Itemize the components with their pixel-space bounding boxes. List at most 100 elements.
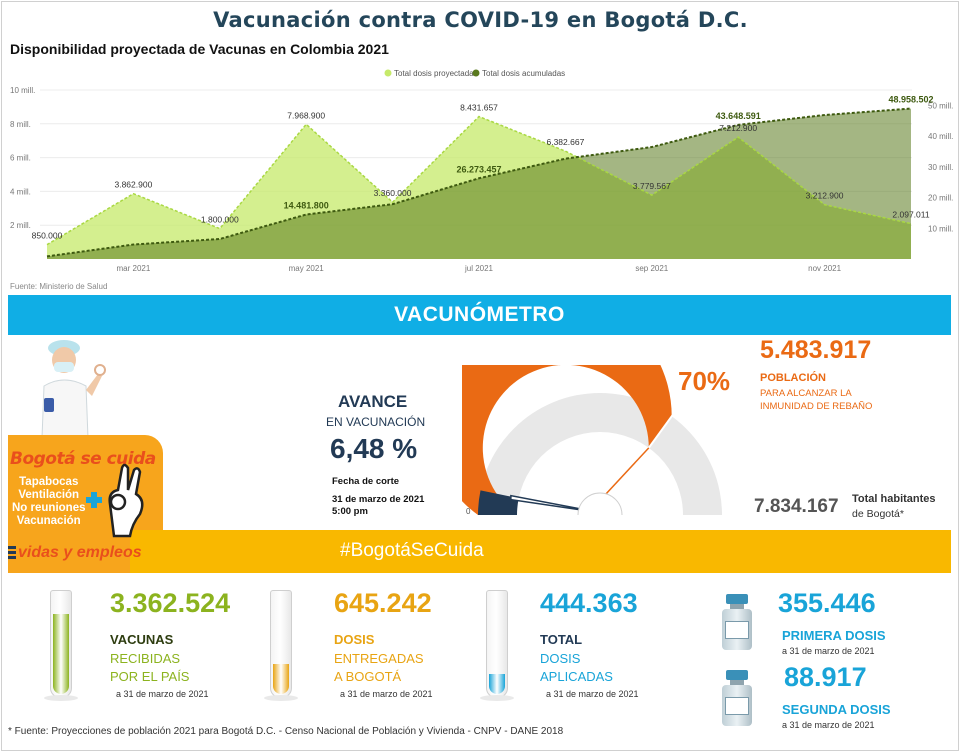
cutoff-date-value: 31 de marzo de 2021 (332, 494, 425, 505)
hashtag: #BogotáSeCuida (340, 540, 484, 561)
projected-data-label: 3.212.900 (806, 191, 844, 201)
chart-source: Fuente: Ministerio de Salud (10, 282, 108, 291)
vacunometro-banner: VACUNÓMETRO (8, 295, 951, 335)
projected-data-label: 3.360.000 (374, 188, 412, 198)
cutoff-date: Fecha de corte 31 de marzo de 2021 5:00 … (332, 476, 424, 518)
level-tube (270, 590, 292, 698)
projected-data-label: 3.862.900 (114, 180, 152, 190)
cumulative-data-label: 14.481.800 (284, 201, 329, 211)
tube-base (44, 695, 78, 701)
gauge-min-label: 0 (466, 507, 471, 516)
stat-line: DOSIS (540, 651, 581, 666)
y-tick-label: 8 mill. (10, 120, 31, 129)
y2-tick-label: 50 mill. (928, 101, 953, 110)
campaign-title: Bogotá se cuida (10, 449, 156, 469)
nurse-illustration (41, 340, 106, 438)
second-dose-label: SEGUNDA DOSIS (782, 702, 891, 717)
plus-icon (86, 492, 102, 508)
tube-base (480, 695, 514, 701)
campaign-item: Ventilación (18, 489, 80, 501)
level-tube (486, 590, 508, 698)
y2-tick-label: 30 mill. (928, 163, 953, 172)
y2-tick-label: 10 mill. (928, 224, 953, 233)
projected-data-label: 2.097.011 (892, 210, 929, 220)
stat-title: DOSIS (334, 632, 375, 647)
gauge-value-band (478, 490, 519, 515)
population-label: POBLACIÓN (760, 372, 826, 384)
campaign-item: Tapabocas (19, 476, 79, 488)
first-dose-date: a 31 de marzo de 2021 (782, 646, 875, 656)
population-desc-line: INMUNIDAD DE REBAÑO (760, 401, 873, 412)
first-dose-label: PRIMERA DOSIS (782, 628, 886, 643)
legend-label: Total dosis acumuladas (482, 69, 565, 78)
ok-hand-icon (108, 463, 144, 538)
projected-data-label: 7.212.900 (719, 123, 757, 133)
projected-data-label: 3.779.567 (633, 181, 671, 191)
campaign-item: No reuniones (12, 502, 86, 514)
hashtag-band (130, 530, 951, 573)
vaccine-availability-chart: 2 mill. 4 mill. 6 mill. 8 mill. 10 mill. 10 m… (10, 69, 953, 273)
inhabitants-label: Total habitantes (852, 493, 936, 505)
population-value: 5.483.917 (760, 336, 872, 364)
second-dose-value: 88.917 (784, 662, 867, 692)
gauge-hub (577, 492, 623, 516)
population-description: PARA ALCANZAR LA INMUNIDAD DE REBAÑO (760, 387, 872, 413)
projected-data-label: 7.968.900 (287, 110, 325, 120)
menu-bars-icon (8, 546, 16, 560)
stat-line: A BOGOTÁ (334, 669, 402, 684)
stat-date: a 31 de marzo de 2021 (116, 689, 209, 699)
y-tick-label: 6 mill. (10, 154, 31, 163)
stat-value: 3.362.524 (110, 588, 231, 618)
footnote: * Fuente: Proyecciones de población 2021… (8, 726, 564, 737)
cutoff-time: 5:00 pm (332, 506, 368, 517)
tube-fill (53, 614, 69, 694)
y-tick-label: 2 mill. (10, 221, 31, 230)
x-tick-label: mar 2021 (117, 264, 151, 273)
vial-icon (722, 594, 752, 650)
x-tick-label: nov 2021 (808, 264, 841, 273)
legend-marker (472, 69, 480, 77)
stat-title: VACUNAS (110, 632, 174, 647)
avance-subtitle: EN VACUNACIÓN (326, 415, 426, 429)
x-tick-label: sep 2021 (635, 264, 668, 273)
gauge-target-label: 70% (678, 366, 731, 396)
cumulative-data-label: 26.273.457 (456, 164, 501, 174)
y-tick-label: 10 mill. (10, 86, 35, 95)
stat-line: APLICADAS (540, 669, 613, 684)
tube-base (264, 695, 298, 701)
gauge-target-marker (647, 412, 675, 449)
cumulative-line (46, 107, 912, 258)
cumulative-data-label: 48.958.502 (888, 95, 933, 105)
stat-date: a 31 de marzo de 2021 (546, 689, 639, 699)
inhabitants-sublabel: de Bogotá* (852, 508, 904, 520)
stat-value: 645.242 (334, 588, 432, 618)
chart-title: Disponibilidad proyectada de Vacunas en … (10, 41, 389, 57)
vaccination-gauge (462, 365, 722, 516)
campaign-list: Tapabocas Ventilación No reuniones Vacun… (12, 476, 85, 528)
projected-line (46, 115, 912, 246)
avance-value: 6,48 % (330, 433, 418, 464)
campaign-item: Vacunación (16, 515, 81, 527)
legend-label: Total dosis proyectadas (394, 69, 478, 78)
cumulative-data-label: 43.648.591 (716, 111, 761, 121)
projected-data-label: 6.382.667 (546, 137, 584, 147)
cutoff-label: Fecha de corte (332, 476, 400, 487)
projected-data-label: 8.431.657 (460, 103, 498, 113)
tube-fill (273, 664, 289, 694)
y-tick-label: 4 mill. (10, 187, 31, 196)
stat-line: POR EL PAÍS (110, 669, 190, 684)
first-dose-value: 355.446 (778, 588, 876, 618)
campaign-footer: vidas y empleos (18, 544, 142, 561)
tube-fill (489, 674, 505, 694)
x-tick-label: may 2021 (289, 264, 325, 273)
x-tick-label: jul 2021 (464, 264, 494, 273)
stat-value: 444.363 (540, 588, 638, 618)
inhabitants-value: 7.834.167 (754, 496, 839, 517)
stat-title: TOTAL (540, 632, 583, 647)
page-title: Vacunación contra COVID-19 en Bogotá D.C… (213, 8, 748, 32)
vial-icon (722, 670, 752, 726)
y2-tick-label: 40 mill. (928, 132, 953, 141)
stat-line: ENTREGADAS (334, 651, 424, 666)
population-desc-line: PARA ALCANZAR LA (760, 388, 852, 399)
